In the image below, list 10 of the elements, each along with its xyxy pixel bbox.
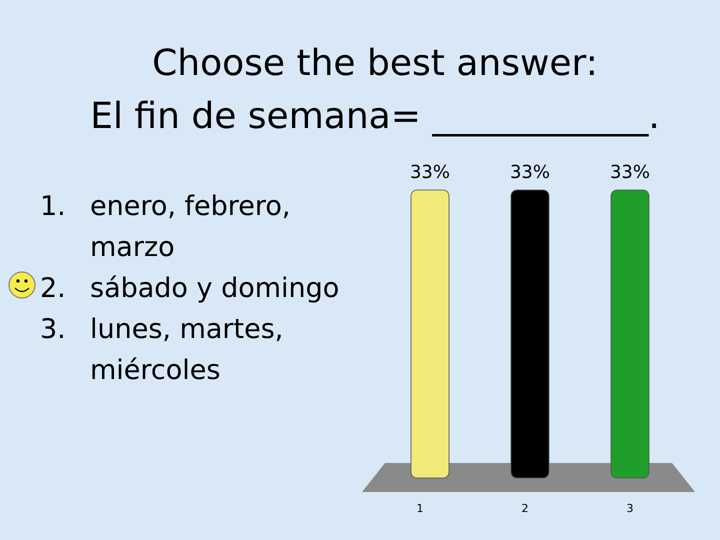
- data-label: 33%: [510, 162, 550, 183]
- chart-title: Choose the best answer:: [152, 43, 598, 84]
- data-label: 33%: [410, 162, 450, 183]
- text: 2. sábado y domingo: [40, 273, 340, 304]
- x-tick-label: 2: [522, 502, 528, 515]
- text: 3. lunes, martes, miércoles: [40, 314, 284, 386]
- chart-subtitle: El fin de semana= ____________.: [90, 96, 660, 137]
- data-label: 33%: [610, 162, 650, 183]
- x-tick-label: 3: [626, 502, 634, 515]
- x-tick-label: 1: [416, 502, 424, 515]
